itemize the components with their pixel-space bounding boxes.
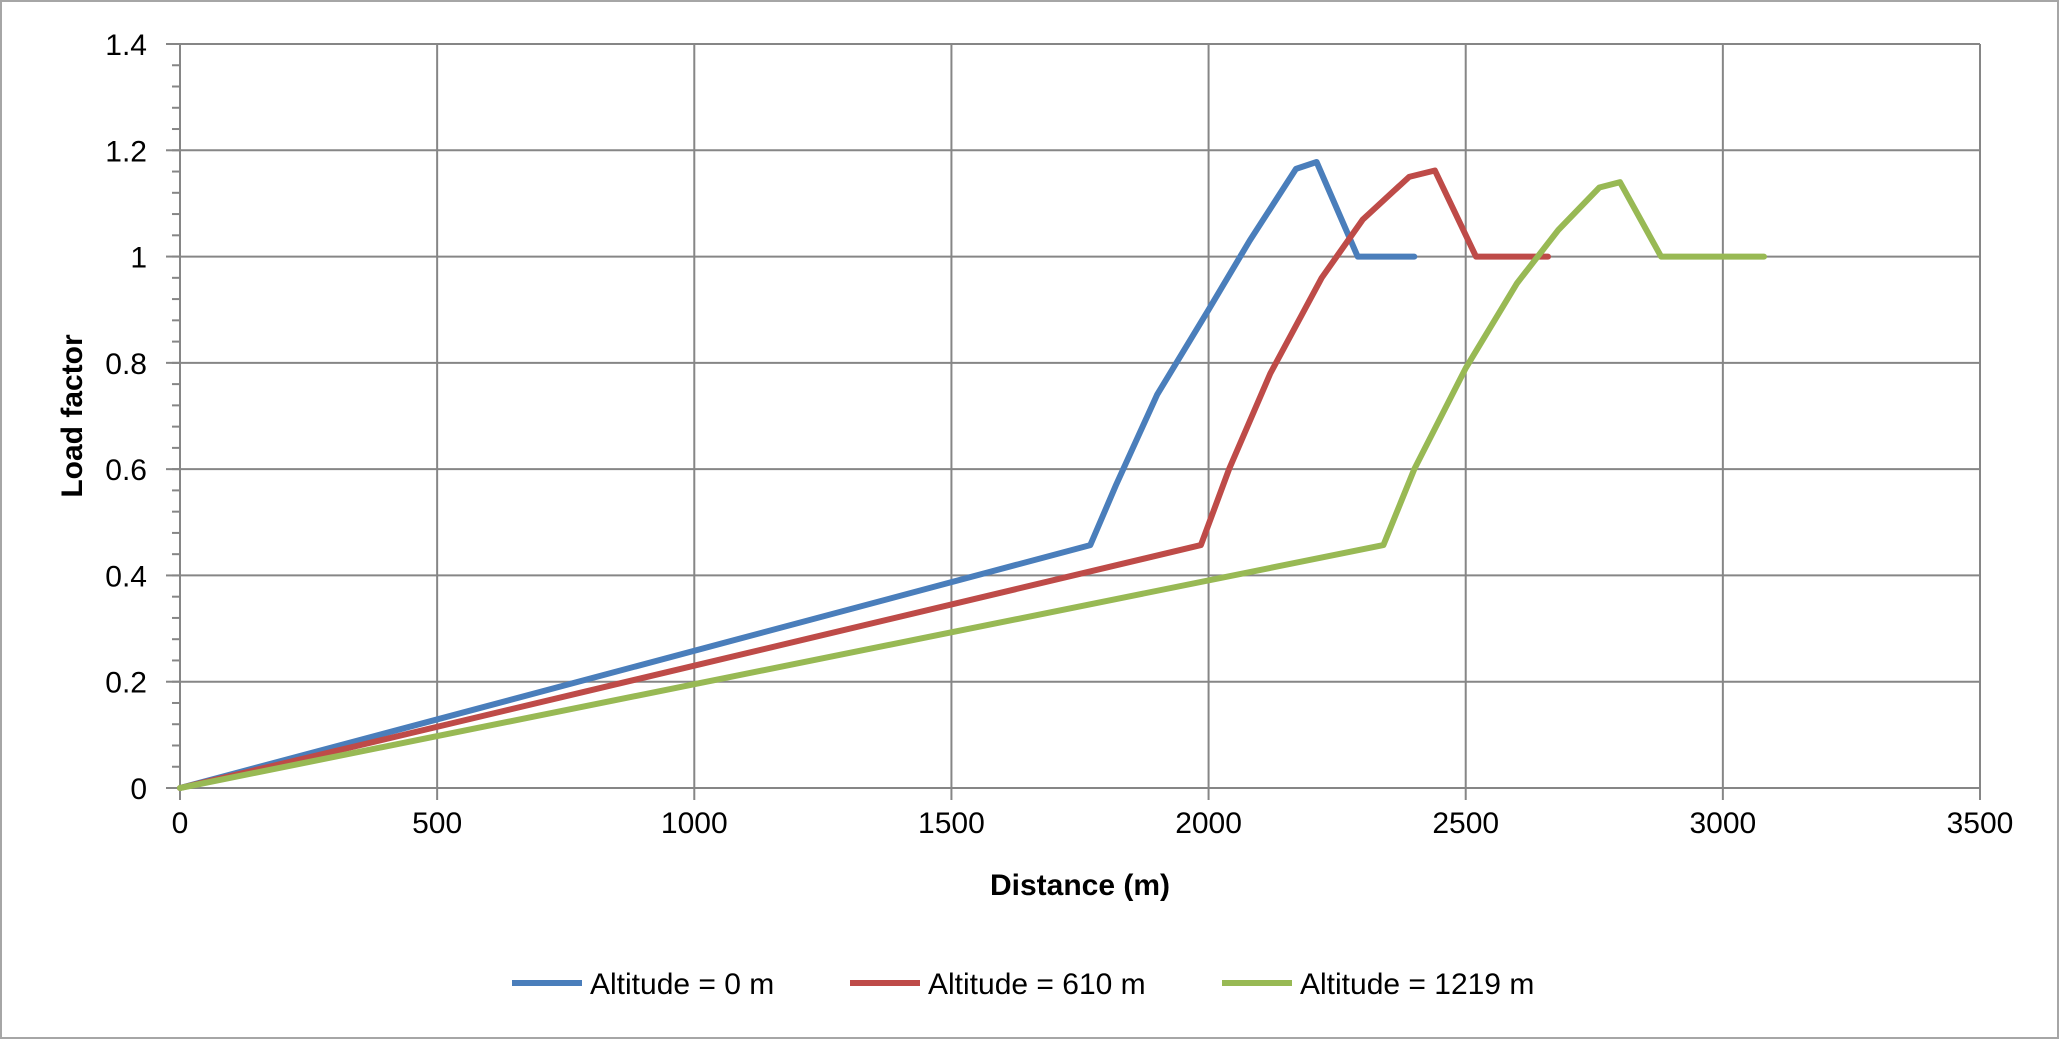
grid-lines xyxy=(180,43,1981,788)
y-axis-title: Load factor xyxy=(56,334,89,498)
series-line xyxy=(177,159,1418,791)
y-tick-label: 0 xyxy=(130,773,147,806)
x-axis-title: Distance (m) xyxy=(990,869,1170,902)
x-tick-label: 0 xyxy=(172,807,189,840)
x-tick-label: 3500 xyxy=(1947,807,2014,840)
x-tick-label: 2000 xyxy=(1175,807,1242,840)
y-tick-label: 0.4 xyxy=(105,560,147,593)
series-lines xyxy=(177,159,1767,791)
x-tick-label: 500 xyxy=(412,807,462,840)
x-tick-label: 1500 xyxy=(918,807,985,840)
series-line xyxy=(177,179,1767,791)
y-tick-label: 0.8 xyxy=(105,348,147,381)
axes xyxy=(166,43,1981,800)
y-tick-label: 0.2 xyxy=(105,667,147,700)
y-tick-label: 1 xyxy=(130,242,147,275)
y-tick-label: 1.2 xyxy=(105,135,147,168)
y-axis-tick-labels: 0 0.2 0.4 0.6 0.8 1 1.2 1.4 xyxy=(105,29,147,806)
series-line xyxy=(177,167,1551,791)
x-tick-label: 3000 xyxy=(1689,807,1756,840)
x-tick-label: 1000 xyxy=(661,807,728,840)
legend-label: Altitude = 610 m xyxy=(928,968,1146,1001)
x-axis-tick-labels: 0 500 1000 1500 2000 2500 3000 3500 xyxy=(172,807,2014,840)
y-tick-label: 0.6 xyxy=(105,454,147,487)
x-tick-label: 2500 xyxy=(1432,807,1499,840)
legend-label: Altitude = 0 m xyxy=(590,968,774,1001)
legend-label: Altitude = 1219 m xyxy=(1300,968,1534,1001)
y-tick-label: 1.4 xyxy=(105,29,147,62)
legend: Altitude = 0 m Altitude = 610 m Altitude =… xyxy=(512,968,1534,1001)
